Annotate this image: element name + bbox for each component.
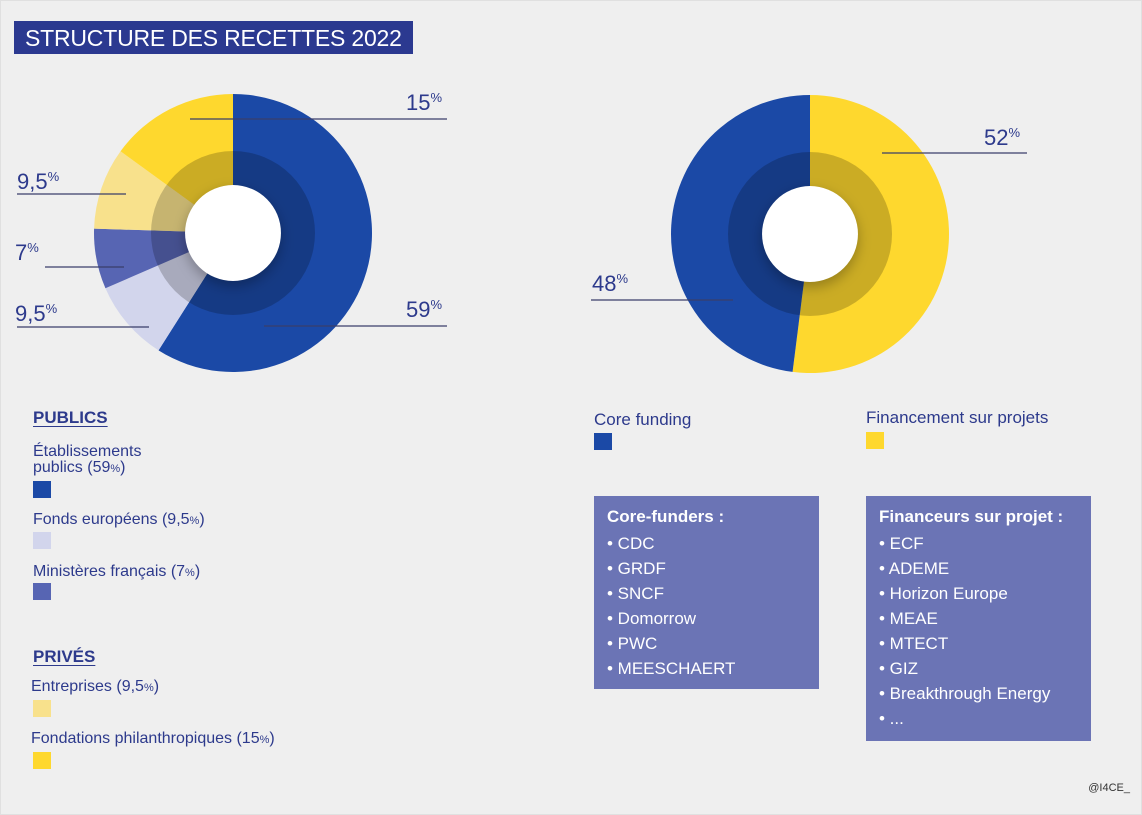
data-label-entreprises: 9,5% (17, 169, 60, 194)
core-funder-item: • CDC (607, 534, 655, 553)
legend-label-line1: Établissements (33, 443, 142, 460)
core-funders-box: Core-funders : • CDC • GRDF • SNCF • Domorr… (594, 496, 819, 689)
financeur-projet-item: • MTECT (879, 634, 949, 653)
pie-chart-recettes-origine (94, 94, 372, 372)
core-funder-item: • PWC (607, 634, 658, 653)
swatch-ministeres-francais (33, 583, 51, 600)
legend-entreprises: Entreprises (9,5%) (31, 678, 160, 695)
financeurs-projet-list: • ECF • ADEME • Horizon Europe • MEAE • MTEC… (879, 531, 1091, 731)
publics-heading: PUBLICS (33, 408, 108, 427)
pie-hole (185, 185, 281, 281)
swatch-entreprises (33, 700, 51, 717)
data-label-fonds-europeens: 9,5% (15, 301, 58, 326)
pie-hole (762, 186, 858, 282)
core-funders-title: Core-funders : (607, 507, 725, 526)
chart-title: STRUCTURE DES RECETTES 2022 (14, 21, 413, 54)
swatch-etablissements-publics (33, 481, 51, 498)
pie-chart-type-financement (671, 95, 950, 374)
pie-slice-core-funding (671, 95, 810, 372)
legend-fondations-philanthropiques: Fondations philanthropiques (15%) (31, 730, 275, 747)
financeur-projet-item: • Breakthrough Energy (879, 684, 1051, 703)
core-funder-item: • GRDF (607, 559, 666, 578)
financeur-projet-item: • GIZ (879, 659, 919, 678)
legend-core-funding: Core funding (594, 410, 692, 429)
swatch-fondations-philanthropiques (33, 752, 51, 769)
legend-etablissements-publics: Établissements publics (59%) (33, 444, 142, 477)
prives-heading: PRIVÉS (33, 647, 96, 666)
credit-handle: @I4CE_ (1088, 782, 1130, 794)
legend-financement-projets: Financement sur projets (866, 408, 1049, 427)
pie-slice-financement-sur-projets (792, 95, 950, 374)
financeurs-projet-title: Financeurs sur projet : (879, 507, 1064, 526)
swatch-core-funding (594, 433, 612, 450)
financeur-projet-item: • MEAE (879, 609, 938, 628)
financeurs-projet-box: Financeurs sur projet : • ECF • ADEME • Ho… (866, 496, 1091, 741)
financeur-projet-item: • ECF (879, 534, 924, 553)
legend-fonds-europeens: Fonds européens (9,5%) (33, 511, 205, 528)
core-funder-item: • Domorrow (607, 609, 697, 628)
legend-label-line2: publics (59%) (33, 459, 126, 476)
financeur-projet-item: • ADEME (879, 559, 950, 578)
data-label-ministeres: 7% (15, 240, 39, 265)
financeur-projet-item: • Horizon Europe (879, 584, 1008, 603)
core-funder-item: • SNCF (607, 584, 664, 603)
swatch-fonds-europeens (33, 532, 51, 549)
core-funder-item: • MEESCHAERT (607, 659, 736, 678)
data-label-fondations: 15% (406, 90, 442, 115)
legend-ministeres-francais: Ministères français (7%) (33, 563, 201, 580)
swatch-financement-projets (866, 432, 884, 449)
financeur-projet-item: • ... (879, 709, 904, 728)
data-label-etablissements: 59% (406, 297, 442, 322)
core-funders-list: • CDC • GRDF • SNCF • Domorrow • PWC • MEESCH… (607, 531, 819, 681)
data-label-core-funding: 48% (592, 271, 628, 296)
data-label-financement-projets: 52% (984, 125, 1020, 150)
